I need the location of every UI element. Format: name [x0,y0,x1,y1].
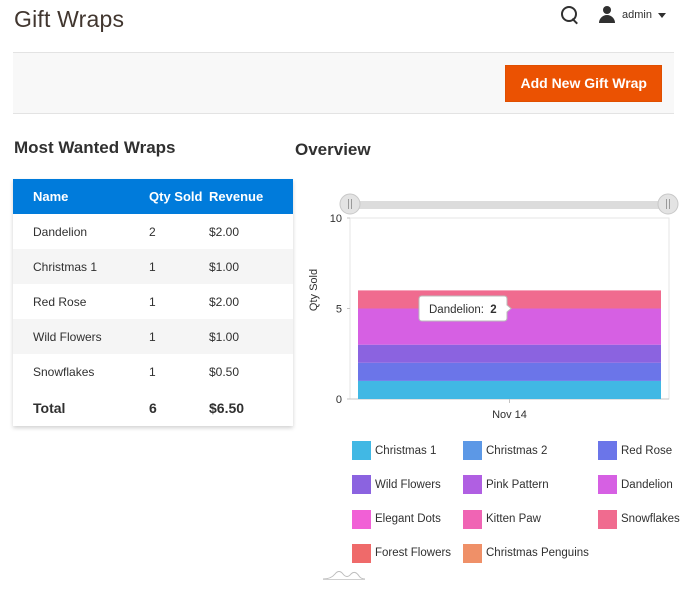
most-wanted-title: Most Wanted Wraps [14,138,176,157]
cell-qty: 1 [149,249,209,284]
legend-item[interactable]: Dandelion [598,475,673,495]
chart-areas [358,290,661,399]
legend-swatch [352,509,371,529]
legend-item[interactable]: Elegant Dots [352,509,441,529]
legend-label: Christmas 1 [375,444,437,457]
legend-item[interactable]: Christmas Penguins [463,543,589,563]
column-header-revenue: Revenue [209,179,293,214]
y-axis-label: Qty Sold [308,269,320,311]
total-qty: 6 [149,399,157,416]
legend-label: Elegant Dots [375,513,441,526]
legend-item[interactable]: Wild Flowers [352,475,441,495]
legend-swatch [598,441,617,460]
table-row: Snowflakes 1 $0.50 [13,354,293,389]
legend-label: Dandelion [621,478,673,491]
range-slider[interactable] [339,193,679,215]
legend-item[interactable]: Christmas 1 [352,441,436,460]
area-snowflakes[interactable] [358,290,661,309]
account-name: admin [622,9,652,21]
overview-title: Overview [295,140,371,159]
legend-swatch [598,475,617,495]
cell-qty: 1 [149,294,156,309]
legend-item[interactable]: Kitten Paw [463,509,541,529]
tooltip-value: 2 [490,304,496,316]
y-tick-label: 5 [336,304,342,316]
legend-swatch [463,441,482,460]
chart-scroll-hint-icon [322,571,366,580]
y-tick-label: 0 [336,394,342,406]
legend-swatch [352,475,371,495]
page-actions-bar: Add New Gift Wrap [13,52,674,114]
x-tick-label: Nov 14 [492,409,527,421]
legend-swatch [352,441,371,460]
cell-name: Dandelion [33,224,88,239]
tooltip-box [418,295,512,322]
x-axis: Nov 14 [492,399,527,421]
legend-label: Red Rose [621,444,673,457]
user-icon [599,6,616,24]
slider-handle-left[interactable] [339,193,361,215]
cell-revenue: $2.00 [209,224,240,239]
legend-swatch [598,509,617,529]
legend-item[interactable]: Christmas 2 [463,441,547,460]
area-dandelion[interactable] [358,308,661,345]
cell-revenue: $1.00 [209,249,293,284]
cell-qty: 2 [149,224,156,239]
most-wanted-table: Name Qty Sold Revenue Dandelion 2 $2.00 … [13,179,293,426]
table-header-row: Name Qty Sold Revenue [13,179,293,214]
cell-name: Red Rose [33,294,87,309]
legend-label: Christmas Penguins [486,547,589,560]
cell-name: Snowflakes [33,364,95,379]
account-menu[interactable]: admin [599,6,666,24]
cell-qty: 1 [149,364,156,379]
area-red-rose[interactable] [358,362,661,381]
header-actions: admin [559,4,666,26]
cell-name: Wild Flowers [13,319,149,354]
legend-item[interactable]: Red Rose [598,441,672,460]
total-revenue: $6.50 [209,399,245,416]
tooltip-text: Dandelion: 2 [429,304,497,316]
add-new-gift-wrap-button[interactable]: Add New Gift Wrap [505,65,662,102]
cell-revenue: $2.00 [209,294,240,309]
page-title: Gift Wraps [14,6,125,32]
area-wild-flowers[interactable] [358,344,661,363]
legend-swatch [352,543,371,563]
legend-swatch [463,509,482,529]
table-row: Wild Flowers 1 $1.00 [13,319,293,354]
legend-swatch [463,543,482,563]
chart-tooltip: Dandelion: 2 [418,295,512,322]
slider-track [358,201,670,209]
cell-revenue: $0.50 [209,364,240,379]
slider-handle-right[interactable] [657,193,679,215]
legend-label: Snowflakes [621,513,680,526]
legend-label: Wild Flowers [375,478,441,491]
table-row: Red Rose 1 $2.00 [13,284,293,319]
column-header-qty: Qty Sold [149,179,209,214]
total-label: Total [33,399,66,416]
column-header-name: Name [13,179,149,214]
cell-qty: 1 [149,319,209,354]
cell-revenue: $1.00 [209,319,293,354]
area-christmas-1[interactable] [358,380,661,399]
search-icon[interactable] [559,4,581,26]
cell-name: Christmas 1 [13,249,149,284]
table-row: Dandelion 2 $2.00 [13,214,293,249]
legend-label: Christmas 2 [486,444,548,457]
y-tick-label: 10 [330,213,342,225]
legend-item[interactable]: Forest Flowers [352,543,452,563]
legend-label: Forest Flowers [375,547,452,560]
legend-label: Kitten Paw [486,513,541,526]
overview-chart: 0 5 10 Nov 14 Qty Sold Dandelion: 2 [308,193,679,421]
table-total-row: Total 6 $6.50 [13,389,293,426]
tooltip-label: Dandelion: [429,304,484,316]
chevron-down-icon [658,13,666,18]
legend-swatch [463,475,482,495]
legend-label: Pink Pattern [486,478,549,491]
y-axis: 0 5 10 [330,213,350,406]
legend-item[interactable]: Snowflakes [598,509,680,529]
table-row: Christmas 1 1 $1.00 [13,249,293,284]
legend-item[interactable]: Pink Pattern [463,475,549,495]
